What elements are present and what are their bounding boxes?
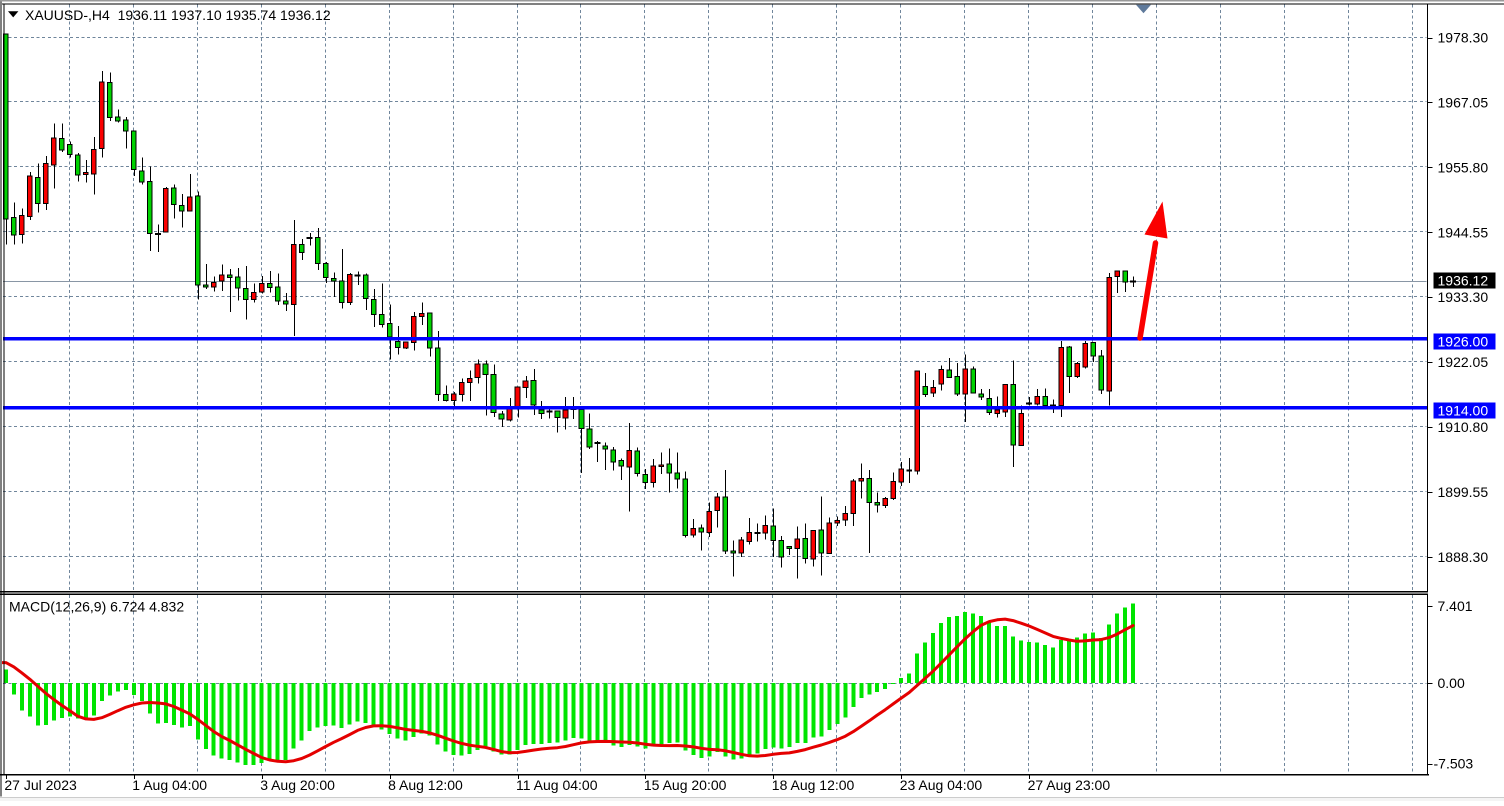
svg-text:1888.30: 1888.30	[1438, 549, 1489, 565]
svg-text:3 Aug 20:00: 3 Aug 20:00	[260, 777, 335, 793]
svg-text:1899.55: 1899.55	[1438, 484, 1489, 500]
svg-text:1978.30: 1978.30	[1438, 30, 1489, 46]
svg-text:1944.55: 1944.55	[1438, 224, 1489, 240]
svg-text:8 Aug 12:00: 8 Aug 12:00	[388, 777, 463, 793]
svg-text:1 Aug 04:00: 1 Aug 04:00	[132, 777, 207, 793]
svg-text:MACD(12,26,9) 6.724 4.832: MACD(12,26,9) 6.724 4.832	[9, 599, 184, 615]
svg-text:1914.00: 1914.00	[1438, 403, 1489, 419]
svg-text:18 Aug 12:00: 18 Aug 12:00	[772, 777, 855, 793]
svg-text:15 Aug 20:00: 15 Aug 20:00	[644, 777, 727, 793]
svg-text:11 Aug 04:00: 11 Aug 04:00	[516, 777, 598, 793]
svg-text:1936.12: 1936.12	[1438, 272, 1489, 288]
svg-text:27 Jul 2023: 27 Jul 2023	[4, 777, 77, 793]
svg-text:1967.05: 1967.05	[1438, 94, 1489, 110]
svg-text:-7.503: -7.503	[1434, 756, 1474, 772]
svg-text:27 Aug 23:00: 27 Aug 23:00	[1028, 777, 1111, 793]
svg-text:1910.80: 1910.80	[1438, 419, 1489, 435]
svg-text:23 Aug 04:00: 23 Aug 04:00	[900, 777, 983, 793]
svg-text:0.00: 0.00	[1438, 675, 1465, 691]
svg-text:XAUUSD-,H4 1936.11 1937.10 19: XAUUSD-,H4 1936.11 1937.10 1935.74 1936.…	[25, 7, 331, 23]
svg-text:1922.05: 1922.05	[1438, 354, 1489, 370]
svg-text:1926.00: 1926.00	[1438, 334, 1489, 350]
svg-text:1933.30: 1933.30	[1438, 289, 1489, 305]
svg-text:1955.80: 1955.80	[1438, 159, 1489, 175]
svg-text:7.401: 7.401	[1438, 598, 1473, 614]
